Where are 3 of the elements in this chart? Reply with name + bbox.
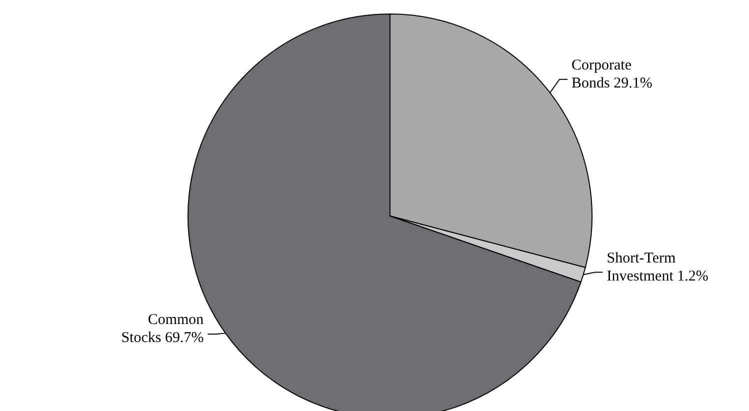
slice-label: Short-Term Investment 1.2%	[606, 250, 708, 284]
slice-label: Corporate Bonds 29.1%	[572, 57, 652, 92]
slice-label: Common Stocks 69.7%	[121, 312, 204, 346]
